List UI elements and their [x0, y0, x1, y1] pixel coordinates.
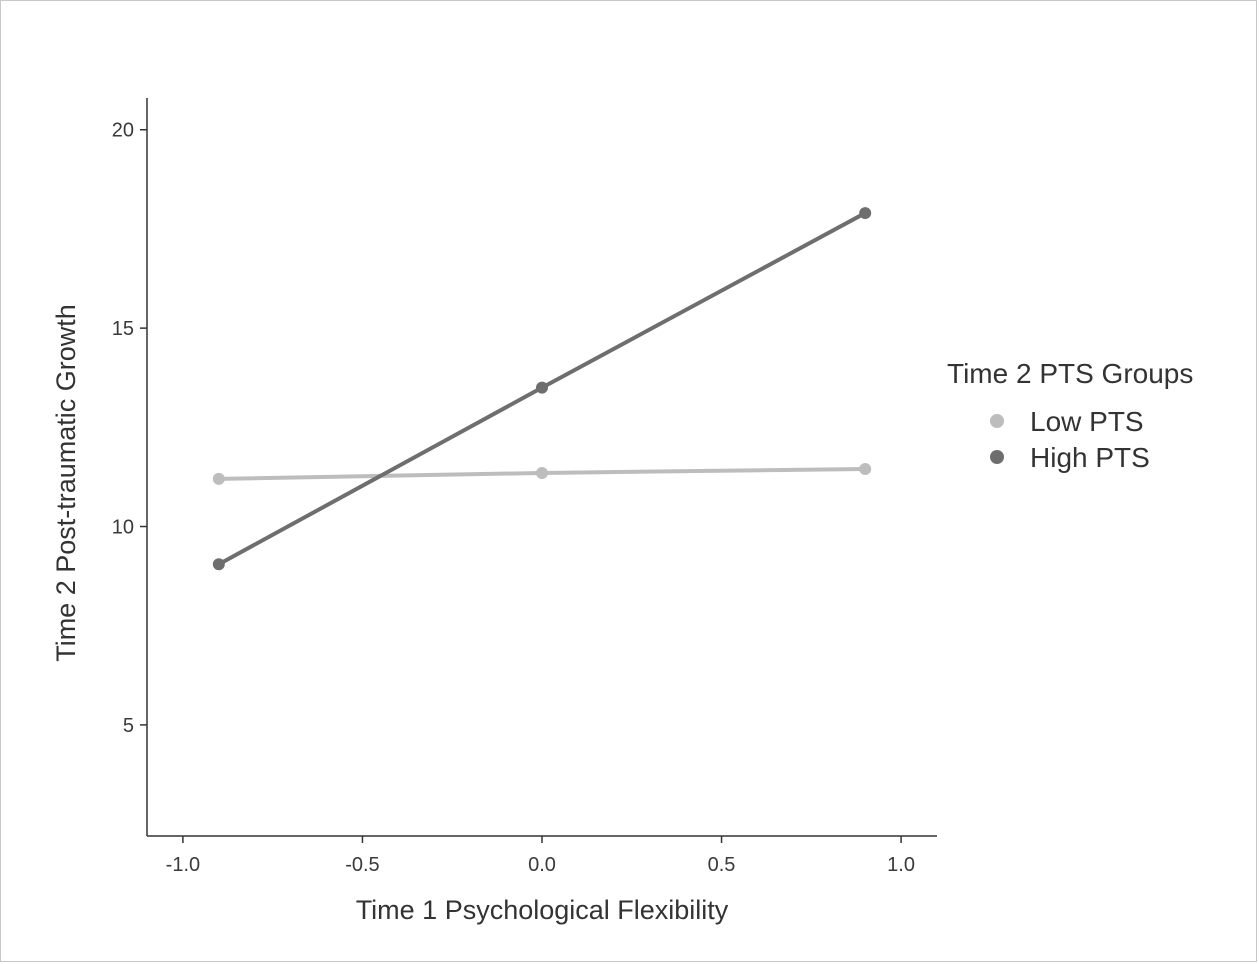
x-tick-label: 0.0 — [528, 854, 556, 876]
legend-swatch — [990, 450, 1004, 464]
data-point-low-pts — [536, 466, 548, 479]
x-tick-label: 0.5 — [708, 854, 736, 876]
data-point-low-pts — [212, 472, 225, 485]
y-tick-label: 15 — [112, 318, 134, 340]
y-tick-label: 10 — [112, 517, 134, 539]
data-point-high-pts — [536, 381, 548, 394]
y-tick-label: 5 — [123, 715, 134, 737]
legend: Time 2 PTS Groups Low PTS High PTS — [947, 358, 1193, 473]
legend-label: Low PTS — [1030, 406, 1144, 437]
x-tick-label: 1.0 — [887, 854, 915, 876]
y-axis-title: Time 2 Post-traumatic Growth — [51, 304, 81, 662]
data-point-low-pts — [859, 462, 872, 475]
y-ticks: 5 10 15 20 — [112, 120, 147, 737]
legend-title: Time 2 PTS Groups — [947, 358, 1193, 389]
x-tick-label: -0.5 — [345, 854, 379, 876]
x-axis-title: Time 1 Psychological Flexibility — [356, 895, 729, 925]
legend-items: Low PTS High PTS — [990, 406, 1150, 473]
data-point-high-pts — [212, 558, 225, 571]
y-tick-label: 20 — [112, 120, 134, 142]
legend-label: High PTS — [1030, 442, 1150, 473]
series — [212, 207, 872, 571]
legend-swatch — [990, 414, 1004, 428]
x-tick-label: -1.0 — [166, 854, 200, 876]
x-ticks: -1.0 -0.5 0.0 0.5 1.0 — [166, 836, 915, 876]
data-point-high-pts — [859, 207, 872, 220]
